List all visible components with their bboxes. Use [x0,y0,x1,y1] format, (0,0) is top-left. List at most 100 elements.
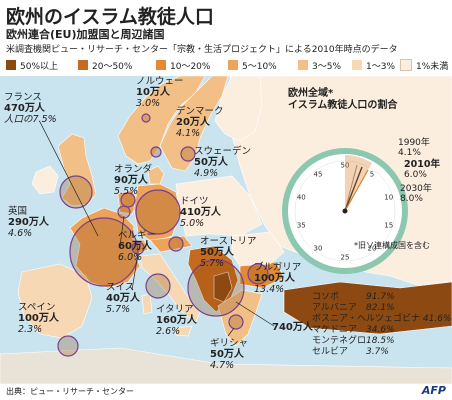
land-germany [133,183,181,243]
circle-denmark [150,146,162,158]
country-pct: 5.5% [114,186,139,197]
country-name: オランダ [114,164,153,175]
legend-label: 1〜3% [366,61,396,72]
country-name: ギリシャ [210,338,249,349]
year-label: 2030年 [400,184,432,194]
legend-item: 3〜5% [298,58,341,72]
country-value: 100万人 [18,313,59,324]
label-spain: スペイン 100万人 2.3% [18,302,59,335]
year-1990: 1990年 4.1% [398,138,430,158]
country-pct: 2.6% [156,326,181,337]
leader-belgium [119,215,125,247]
country-name: フランス [4,92,42,103]
page-title: 欧州のイスラム教徒人口 [6,6,214,28]
dial-tick-label: 15 [384,222,393,230]
leader-france [39,121,99,237]
label-norway: ノルウェー 10万人 3.0% [136,76,184,109]
country-value: 50万人 [194,157,228,168]
land-sicily [175,325,193,337]
label-belgium: ベルギー 60万人 6.0% [118,230,156,263]
dial-tick-label: 35 [297,222,306,230]
country-pct: 4.1% [176,128,201,139]
label-switzerland: スイス 40万人 5.7% [106,282,140,315]
country-value: 160万人 [156,315,197,326]
legend-item: 1%未満 [400,58,448,72]
balkan-row: セルビア 3.7% [312,347,451,358]
balkan-row: ボスニア・ヘルツェゴビナ 41.6% [312,314,451,325]
label-france: フランス 470万人 人口の7.5% [4,92,57,125]
country-pct: 5.0% [180,218,205,229]
year-label: 2010年 [404,159,440,170]
circle-balkans [187,259,245,317]
europe-map: 5 10 15 20 25 30 35 40 45 50 フランス 470万人 人口の7.5% ノ… [0,75,452,385]
source-credit: 出典：ピュー・リサーチ・センター [6,387,134,396]
label-uk: 英国 290万人 4.6% [8,206,49,239]
balkan-row: モンテネグロ 18.5% [312,336,451,347]
circle-norway [141,113,151,123]
legend-label: 50%以上 [20,61,59,72]
country-pct: 5.7% [200,258,225,269]
circle-bulgaria [247,263,269,285]
label-bulgaria: ブルガリア 100万人 13.4% [254,262,301,295]
land-greece [217,289,263,347]
country-value: 100万人 [254,273,295,284]
legend-label: 5〜10% [242,61,277,72]
dial-tick-label: 50 [341,162,350,170]
hand-1990 [344,164,358,212]
dial-tick-label: 25 [341,254,350,262]
country-pct: 人口の7.5% [4,114,57,125]
country-value: 50万人 [200,247,234,258]
country-pct: 4.6% [8,228,33,239]
country-name: オーストリア [200,236,257,247]
land-finland [214,75,263,142]
balkan-name: アルバニア [312,303,357,313]
balkan-name: コソボ [312,292,340,302]
land-ireland [31,165,59,195]
country-value: 40万人 [106,293,140,304]
country-pct: 6.0% [118,252,143,263]
legend-label: 1%未満 [416,61,449,72]
balkans-total-value: 740万人 [272,322,313,333]
europe-total-title: 欧州全域* イスラム教徒人口の割合 [288,88,397,112]
label-balkans-total: 740万人 [272,322,313,333]
dial-tick-label: 10 [384,193,393,201]
balkan-pct: 3.7% [366,347,389,357]
balkan-name: ボスニア・ヘルツェゴビナ [312,314,421,324]
label-austria: オーストリア 50万人 5.7% [200,236,257,269]
legend-swatch [6,60,16,70]
country-pct: 3.0% [136,98,161,109]
year-2010: 2010年 6.0% [404,159,440,181]
circle-germany [135,189,181,235]
label-netherlands: オランダ 90万人 5.5% [114,164,152,197]
country-name: スウェーデン [194,146,252,157]
balkan-name: マケドニア [312,325,358,335]
balkan-row: コソボ 91.7% [312,292,451,303]
label-italy: イタリア 160万人 2.6% [156,304,197,337]
legend-item: 50%以上 [6,58,58,72]
balkan-name: モンテネグロ [312,336,367,346]
country-name: ブルガリア [254,262,302,273]
europe-total-note: *旧ソ連構成国を含む [354,241,430,250]
country-pct: 4.9% [194,168,219,179]
country-name: ドイツ [180,196,209,207]
dial-wedge [345,155,372,211]
legend-label: 3〜5% [312,61,342,72]
circle-austria [168,236,184,252]
hand-2030 [344,169,369,212]
legend: 50%以上 20〜50% 10〜20% 5〜10% 3〜5% 1〜3% 1%未満 [6,58,451,72]
land-iberia [17,263,93,339]
legend-item: 5〜10% [228,58,277,72]
legend-item: 1〜3% [352,58,395,72]
land-turkey [283,281,452,335]
country-pct: 4.7% [210,360,235,371]
legend-label: 10〜20% [170,61,211,72]
label-germany: ドイツ 410万人 5.0% [180,196,221,229]
legend-swatch [400,59,412,71]
balkan-name: セルビア [312,347,349,357]
country-pct: 5.7% [106,304,131,315]
circle-spain [57,335,79,357]
legend-swatch [298,60,308,70]
dial-tick-label: 30 [314,245,323,253]
dial-tick-label: 45 [314,170,323,178]
balkan-pct: 34.6% [366,325,395,335]
